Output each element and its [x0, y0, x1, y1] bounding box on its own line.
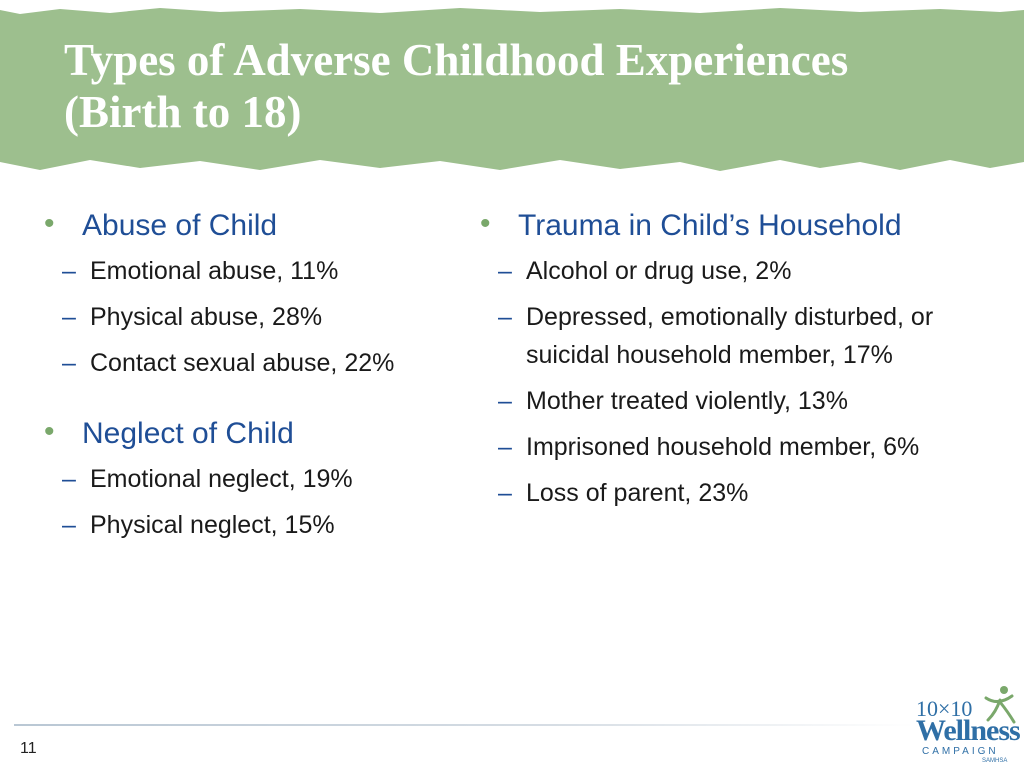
bullet-heading-text: Neglect of Child: [82, 417, 294, 450]
dash-icon: –: [62, 349, 76, 377]
sub-bullet-text: Imprisoned household member, 6%: [526, 433, 920, 461]
bullet-group-household-trauma: • Trauma in Child’s Household – Alcohol o…: [480, 207, 1000, 512]
sub-bullet-text: Emotional neglect, 19%: [90, 465, 353, 493]
sub-bullet-list: – Emotional neglect, 19% – Physical neglec…: [44, 460, 464, 544]
sub-bullet-item: – Imprisoned household member, 6%: [480, 428, 1000, 466]
logo-line-3: CAMPAIGN: [922, 746, 999, 757]
sub-bullet-item: – Mother treated violently, 13%: [480, 382, 1000, 420]
bullet-heading: • Trauma in Child’s Household: [480, 207, 1000, 244]
sub-bullet-text: Mother treated violently, 13%: [526, 387, 848, 415]
sub-bullet-text: Emotional abuse, 11%: [90, 257, 339, 285]
left-column: • Abuse of Child – Emotional abuse, 11% –…: [44, 207, 464, 544]
sub-bullet-item: – Alcohol or drug use, 2%: [480, 252, 1000, 290]
sub-bullet-item: – Physical abuse, 28%: [44, 298, 464, 336]
slide-title: Types of Adverse Childhood Experiences (…: [64, 34, 1004, 138]
sub-bullet-item: – Loss of parent, 23%: [480, 474, 1000, 512]
right-column: • Trauma in Child’s Household – Alcohol o…: [480, 207, 1000, 512]
dash-icon: –: [498, 387, 512, 415]
bullet-dot-icon: •: [44, 207, 55, 240]
dash-icon: –: [498, 303, 512, 331]
sub-bullet-text: Physical abuse, 28%: [90, 303, 323, 331]
sub-bullet-item: – Emotional abuse, 11%: [44, 252, 464, 290]
sub-bullet-text: Physical neglect, 15%: [90, 511, 335, 539]
footer-divider: [14, 724, 914, 726]
dash-icon: –: [62, 465, 76, 493]
bullet-dot-icon: •: [480, 207, 491, 240]
bullet-group-neglect: • Neglect of Child – Emotional neglect, 1…: [44, 415, 464, 544]
bullet-heading-text: Abuse of Child: [82, 209, 278, 242]
sub-bullet-item: – Emotional neglect, 19%: [44, 460, 464, 498]
logo-line-4: SAMHSA: [982, 758, 1008, 764]
bullet-heading: • Abuse of Child: [44, 207, 464, 244]
page-number: 11: [20, 740, 37, 757]
dash-icon: –: [62, 303, 76, 331]
dash-icon: –: [62, 511, 76, 539]
sub-bullet-text: Depressed, emotionally disturbed, or sui…: [526, 303, 934, 369]
wellness-campaign-logo: 10×10 Wellness CAMPAIGN SAMHSA: [912, 684, 1021, 768]
stick-figure-icon: [984, 686, 1016, 724]
sub-bullet-list: – Emotional abuse, 11% – Physical abuse, 2…: [44, 252, 464, 382]
bullet-dot-icon: •: [44, 415, 55, 448]
sub-bullet-text: Loss of parent, 23%: [526, 479, 749, 507]
slide-title-line-2: (Birth to 18): [64, 87, 302, 137]
title-band: Types of Adverse Childhood Experiences (…: [0, 0, 1024, 178]
sub-bullet-item: – Physical neglect, 15%: [44, 506, 464, 544]
sub-bullet-text: Contact sexual abuse, 22%: [90, 349, 395, 377]
logo-line-1: 10×10: [916, 696, 973, 721]
dash-icon: –: [498, 479, 512, 507]
dash-icon: –: [62, 257, 76, 285]
bullet-heading-text: Trauma in Child’s Household: [518, 209, 902, 242]
dash-icon: –: [498, 433, 512, 461]
dash-icon: –: [498, 257, 512, 285]
bullet-heading: • Neglect of Child: [44, 415, 464, 452]
sub-bullet-text: Alcohol or drug use, 2%: [526, 257, 792, 285]
bullet-group-abuse: • Abuse of Child – Emotional abuse, 11% –…: [44, 207, 464, 382]
title-band-shape: [0, 8, 1024, 171]
sub-bullet-list: – Alcohol or drug use, 2% – Depressed, emo…: [480, 252, 1000, 512]
logo-line-2: Wellness: [916, 714, 1021, 747]
sub-bullet-item: – Depressed, emotionally disturbed, or su…: [480, 298, 1000, 374]
sub-bullet-item: – Contact sexual abuse, 22%: [44, 344, 464, 382]
slide-title-line-1: Types of Adverse Childhood Experiences: [64, 35, 849, 85]
